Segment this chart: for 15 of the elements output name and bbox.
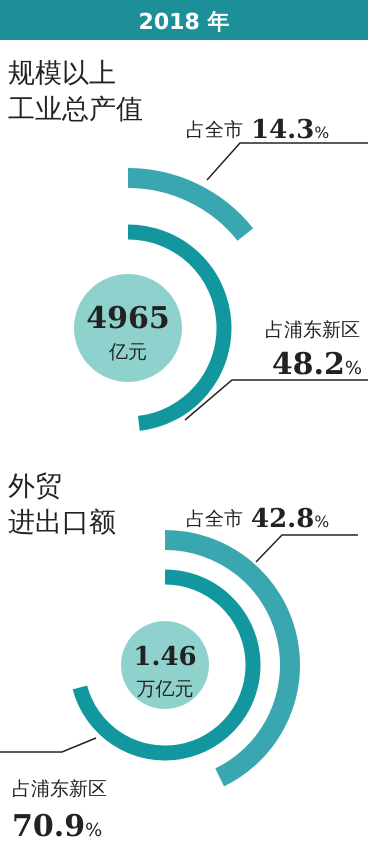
text: 2018 年 bbox=[138, 10, 230, 35]
category-label: 占全市 bbox=[186, 119, 243, 141]
text: 亿元 bbox=[108, 341, 147, 363]
text: 1.46 bbox=[133, 642, 197, 672]
data-label: 48.2% bbox=[272, 347, 362, 382]
text: 规模以上工业总产值 bbox=[8, 58, 143, 125]
text: 4965 bbox=[86, 301, 170, 336]
data-label: 14.3% bbox=[251, 115, 330, 145]
text: 万亿元 bbox=[136, 678, 194, 700]
data-label: 42.8% bbox=[251, 504, 330, 534]
category-label: 占全市 bbox=[186, 508, 243, 530]
data-label: 70.9% bbox=[12, 809, 102, 844]
category-label: 占浦东新区 bbox=[12, 778, 107, 800]
category-label: 占浦东新区 bbox=[265, 319, 360, 341]
text: 外贸进出口额 bbox=[8, 471, 116, 538]
